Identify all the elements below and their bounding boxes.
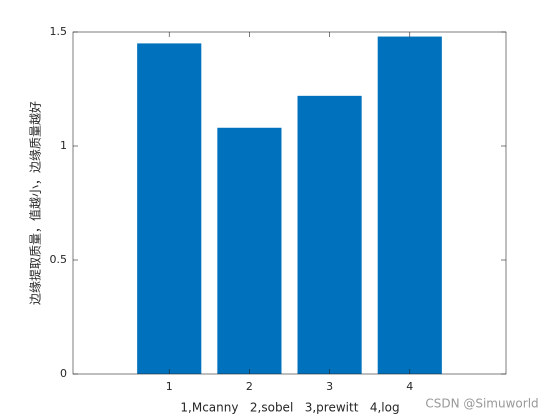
y-tick-label: 1 bbox=[60, 139, 67, 152]
y-tick-label: 1.5 bbox=[50, 25, 68, 38]
x-tick-label: 3 bbox=[326, 380, 333, 393]
bar bbox=[377, 36, 442, 375]
bar bbox=[137, 43, 202, 375]
y-axis-label: 边缘提取质量，值越小，边缘质量越好 bbox=[28, 101, 43, 305]
bar bbox=[217, 127, 282, 374]
x-tick-label: 1 bbox=[166, 380, 173, 393]
x-tick-label: 4 bbox=[406, 380, 413, 393]
x-axis-label: 1,Mcanny 2,sobel 3,prewitt 4,log bbox=[180, 401, 399, 415]
y-tick-label: 0.5 bbox=[50, 253, 68, 266]
plot-frame bbox=[72, 31, 507, 375]
bar bbox=[297, 95, 362, 374]
watermark: CSDN @Simuworld bbox=[425, 397, 538, 411]
x-tick-label: 2 bbox=[246, 380, 253, 393]
y-tick-label: 0 bbox=[60, 367, 67, 380]
